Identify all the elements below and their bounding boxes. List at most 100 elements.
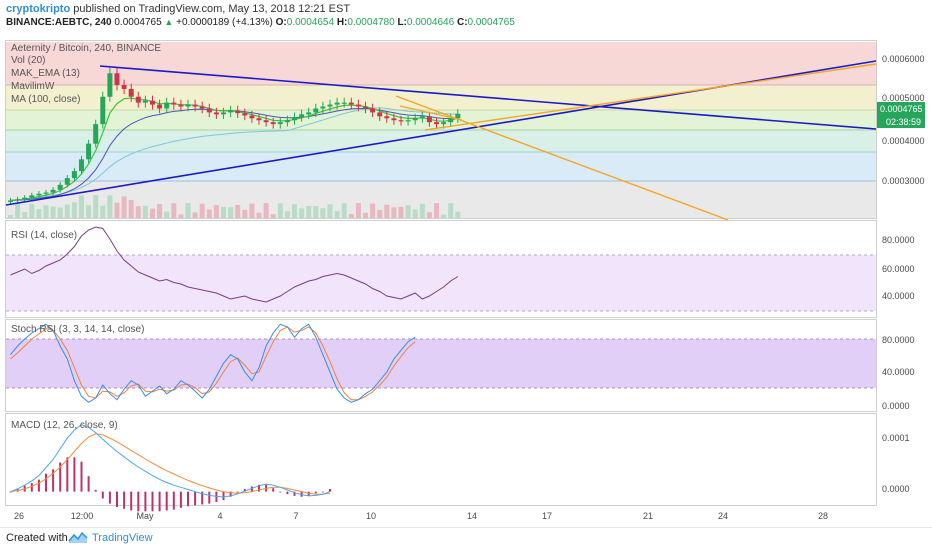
candle-body (363, 106, 368, 109)
macd-hist-bar (52, 469, 55, 492)
price-tick: 0.0006000 (882, 54, 925, 64)
volume-bar (171, 203, 177, 218)
author-name[interactable]: cryptokripto (6, 3, 71, 15)
macd-hist-bar (123, 491, 126, 509)
time-tick: 7 (293, 511, 298, 521)
macd-hist-bar (108, 491, 111, 504)
macd-hist-bar (130, 491, 133, 511)
candle-body (355, 104, 361, 107)
candle-body (270, 122, 276, 125)
macd-hist-bar (307, 491, 310, 496)
volume-bar (377, 209, 383, 218)
macd-hist-bar (194, 491, 197, 506)
orange-short-segment[interactable] (399, 105, 463, 121)
volume-bar (164, 211, 170, 218)
candle-body (348, 102, 354, 105)
candle-body (150, 100, 155, 105)
candle-body (192, 104, 198, 107)
candle-body (8, 200, 13, 202)
stoch-k-line (10, 323, 416, 403)
candle-body (213, 112, 219, 115)
falling-blue-trendline[interactable] (99, 65, 877, 130)
tradingview-brand-link[interactable]: TradingView (92, 532, 153, 544)
time-tick: 4 (217, 511, 222, 521)
volume-bar (228, 207, 234, 218)
volume-bar (36, 209, 42, 218)
candle-body (22, 197, 28, 200)
volume-bar (71, 202, 77, 218)
volume-bar (263, 203, 269, 218)
macd-axis: 0.0001 0.0000 (882, 433, 910, 494)
trendlines[interactable] (5, 60, 877, 221)
volume-bar (284, 211, 290, 218)
volume-bar (221, 206, 226, 218)
macd-hist-bar (329, 489, 331, 492)
candle-body (57, 184, 63, 190)
volume-bar (142, 205, 148, 218)
footer: Created with TradingView (0, 527, 932, 551)
macd-tick: 0.0000 (882, 484, 910, 494)
candle-body (114, 73, 120, 86)
candle-body (107, 73, 113, 97)
time-tick: 24 (718, 511, 728, 521)
volume-bar (64, 204, 70, 218)
time-tick: 10 (366, 511, 376, 521)
chart-canvas[interactable]: 0.0006000 0.0005000 0.0004000 0.0003000 … (0, 0, 932, 527)
candle-body (221, 112, 226, 115)
macd-hist-bar (321, 491, 324, 493)
volume-bar (50, 206, 56, 218)
time-tick: 14 (467, 511, 477, 521)
volume-bar (43, 205, 49, 218)
falling-orange-trendline[interactable] (395, 95, 729, 221)
macd-hist-bar (179, 491, 182, 508)
volume-bar (256, 212, 262, 218)
volume-bar (235, 204, 241, 218)
candle-body (426, 116, 432, 123)
rising-orange-trendline[interactable] (424, 63, 877, 131)
volume-bar (292, 204, 297, 218)
candle-body (334, 102, 340, 105)
up-arrow-icon: ▲ (164, 17, 174, 27)
time-tick: 12:00 (71, 511, 94, 521)
time-tick: May (136, 511, 154, 521)
candle-body (391, 118, 397, 121)
macd-hist-bar (314, 491, 317, 494)
publish-info: cryptokripto published on TradingView.co… (6, 3, 350, 15)
macd-hist-bar (30, 483, 33, 492)
symbol: BINANCE:AEBTC, 240 (6, 17, 112, 28)
macd-pane (9, 424, 331, 512)
candle-body (64, 178, 70, 185)
last-price-badge: 0.0004765 02:38:59 (877, 102, 925, 128)
volume-bar (448, 203, 454, 218)
volume-bar (412, 209, 418, 218)
macd-hist-bar (144, 491, 147, 512)
candle-body (419, 116, 425, 119)
volume-bar (150, 208, 155, 218)
macd-hist-bar (101, 491, 104, 499)
macd-hist-bar (272, 488, 275, 492)
candle-body (93, 124, 99, 144)
volume-bar (79, 195, 84, 218)
candle-body (228, 110, 234, 113)
price-tick: 0.0005000 (882, 93, 925, 103)
volume-bar (93, 195, 99, 218)
volume-bar (341, 203, 347, 218)
symbol-info: BINANCE:AEBTC, 240 0.0004765 ▲ +0.000018… (6, 17, 515, 28)
macd-title: MACD (12, 26, close, 9) (11, 420, 118, 431)
stoch-pane (6, 323, 876, 403)
candle-body (405, 120, 411, 122)
countdown-label: 02:38:59 (886, 117, 921, 127)
macd-hist-bar (293, 491, 296, 496)
candle-body (43, 192, 49, 194)
candle-body (299, 114, 305, 118)
last-price-label: 0.0004765 (880, 104, 923, 114)
chart-title: Aeternity / Bitcoin, 240, BINANCE (11, 43, 161, 54)
tradingview-logo-icon[interactable] (68, 531, 88, 545)
volume-bar (100, 205, 106, 218)
candle-body (277, 122, 283, 125)
price-tick: 0.0004000 (882, 136, 925, 146)
volume-bar (441, 214, 447, 218)
close-value: 0.0004765 (467, 17, 515, 28)
high-value: 0.0004780 (347, 17, 395, 28)
rsi-tick: 40.0000 (882, 291, 915, 301)
